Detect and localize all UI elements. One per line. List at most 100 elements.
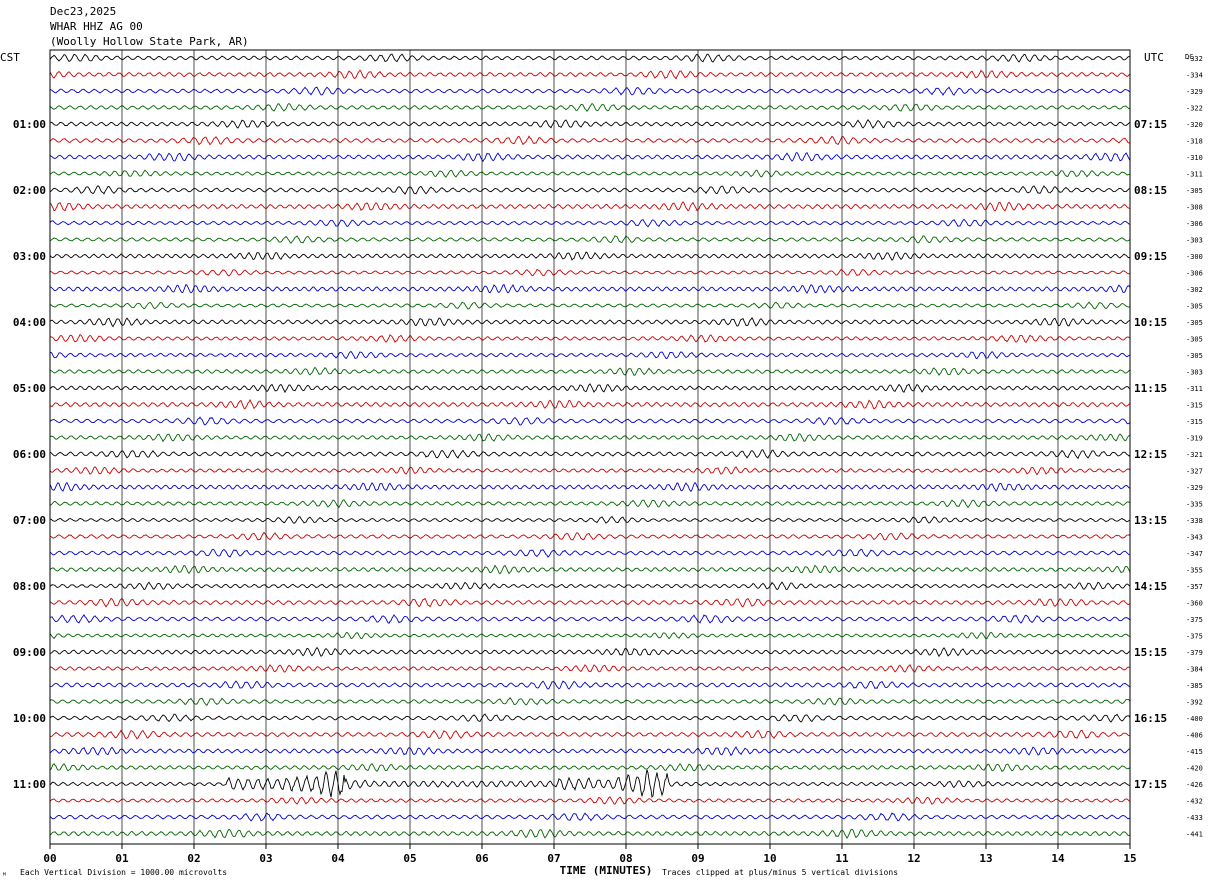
dc-offset-label: -327 bbox=[1186, 468, 1203, 476]
seismic-trace bbox=[49, 762, 1131, 773]
dc-offset-label: -375 bbox=[1186, 616, 1203, 624]
utc-hour-label: 11:15 bbox=[1134, 382, 1167, 395]
x-tick-label: 15 bbox=[1123, 852, 1136, 865]
x-tick-label: 00 bbox=[43, 852, 56, 865]
network-mark: ᴹ bbox=[2, 871, 7, 880]
dc-offset-label: -384 bbox=[1186, 666, 1203, 674]
seismic-trace bbox=[49, 169, 1131, 178]
dc-offset-label: -300 bbox=[1186, 253, 1203, 261]
seismic-trace bbox=[49, 53, 1131, 63]
dc-offset-label: -305 bbox=[1186, 187, 1203, 195]
x-tick-label: 07 bbox=[547, 852, 560, 865]
seismic-trace bbox=[49, 646, 1131, 658]
seismic-trace bbox=[49, 449, 1131, 460]
seismic-trace bbox=[49, 828, 1131, 840]
utc-hour-label: 17:15 bbox=[1134, 778, 1167, 791]
dc-offset-label: -315 bbox=[1186, 402, 1203, 410]
right-timezone-label: UTC bbox=[1144, 51, 1164, 64]
dc-offset-labels: -332 -334 -329 -322 -320 -318 -310 -311 -305 -308… bbox=[1186, 55, 1203, 839]
seismic-trace bbox=[49, 769, 1131, 799]
station-code: WHAR HHZ AG 00 bbox=[50, 20, 143, 33]
cst-hour-label: 07:00 bbox=[13, 514, 46, 527]
dc-offset-label: -321 bbox=[1186, 451, 1203, 459]
seismic-trace bbox=[49, 729, 1131, 740]
dc-offset-label: -305 bbox=[1186, 319, 1203, 327]
dc-offset-label: -400 bbox=[1186, 715, 1203, 723]
dc-offset-label: -375 bbox=[1186, 633, 1203, 641]
cst-hour-label: 08:00 bbox=[13, 580, 46, 593]
plot-date: Dec23,2025 bbox=[50, 5, 117, 18]
cst-hour-label: 11:00 bbox=[13, 778, 46, 791]
plot-frame bbox=[49, 49, 1131, 845]
cst-hour-label: 02:00 bbox=[13, 184, 46, 197]
dc-offset-label: -311 bbox=[1186, 171, 1203, 179]
seismic-trace bbox=[49, 350, 1131, 360]
seismic-trace bbox=[49, 812, 1131, 822]
cst-hour-label: 03:00 bbox=[13, 250, 46, 263]
seismic-trace bbox=[49, 581, 1131, 591]
dc-offset-label: -315 bbox=[1186, 418, 1203, 426]
seismic-trace bbox=[49, 398, 1131, 410]
clip-note: Traces clipped at plus/minus 5 vertical … bbox=[662, 868, 898, 877]
dc-offset-label: -319 bbox=[1186, 435, 1203, 443]
station-location: (Woolly Hollow State Park, AR) bbox=[50, 35, 249, 48]
x-tick-label: 05 bbox=[403, 852, 416, 865]
seismic-trace bbox=[49, 366, 1131, 377]
seismic-trace bbox=[49, 680, 1131, 690]
dc-offset-label: -306 bbox=[1186, 270, 1203, 278]
x-tick-label: 06 bbox=[475, 852, 489, 865]
dc-offset-label: -392 bbox=[1186, 699, 1203, 707]
seismic-trace bbox=[49, 268, 1131, 277]
dc-offset-label: -306 bbox=[1186, 220, 1203, 228]
dc-offset-label: -302 bbox=[1186, 286, 1203, 294]
seismic-trace bbox=[49, 102, 1131, 112]
x-tick-label: 08 bbox=[619, 852, 632, 865]
utc-hour-label: 08:15 bbox=[1134, 184, 1167, 197]
dc-offset-label: -432 bbox=[1186, 798, 1203, 806]
seismic-trace bbox=[49, 317, 1131, 328]
scale-note: Each Vertical Division = 1000.00 microvo… bbox=[20, 868, 227, 877]
dc-offset-label: -441 bbox=[1186, 831, 1203, 839]
seismic-trace bbox=[49, 416, 1131, 426]
seismic-trace bbox=[49, 746, 1131, 757]
dc-offset-label: -334 bbox=[1186, 72, 1203, 80]
dc-offset-label: -415 bbox=[1186, 748, 1203, 756]
dc-offset-label: -379 bbox=[1186, 649, 1203, 657]
trace-group bbox=[49, 53, 1131, 840]
seismic-trace bbox=[49, 796, 1131, 805]
seismic-trace bbox=[49, 433, 1131, 443]
grid-lines bbox=[121, 50, 1059, 844]
seismic-trace bbox=[49, 564, 1131, 575]
utc-hour-label: 09:15 bbox=[1134, 250, 1167, 263]
hour-labels: 01:00 07:15 02:00 08:15 03:00 09:15 04:00 10:15… bbox=[13, 118, 1167, 791]
x-tick-label: 13 bbox=[979, 852, 992, 865]
dc-offset-label: -305 bbox=[1186, 336, 1203, 344]
dc-offset-label: -347 bbox=[1186, 550, 1203, 558]
x-tick-label: 14 bbox=[1051, 852, 1065, 865]
seismic-trace bbox=[49, 86, 1131, 97]
dc-offset-label: -305 bbox=[1186, 352, 1203, 360]
x-axis-title: TIME (MINUTES) bbox=[560, 864, 653, 877]
utc-hour-label: 15:15 bbox=[1134, 646, 1167, 659]
cst-hour-label: 09:00 bbox=[13, 646, 46, 659]
seismic-trace bbox=[49, 235, 1131, 244]
dc-offset-label: -343 bbox=[1186, 534, 1203, 542]
seismic-trace bbox=[49, 597, 1131, 608]
dc-offset-label: -355 bbox=[1186, 567, 1203, 575]
dc-offset-label: -420 bbox=[1186, 765, 1203, 773]
seismic-trace bbox=[49, 515, 1131, 524]
seismic-trace bbox=[49, 713, 1131, 723]
x-tick-label: 11 bbox=[835, 852, 849, 865]
seismic-trace bbox=[49, 151, 1131, 163]
left-timezone-label: CST bbox=[0, 51, 20, 64]
x-tick-label: 04 bbox=[331, 852, 345, 865]
dc-offset-label: -338 bbox=[1186, 517, 1203, 525]
dc-offset-label: -308 bbox=[1186, 204, 1203, 212]
dc-offset-label: -320 bbox=[1186, 121, 1203, 129]
cst-hour-label: 01:00 bbox=[13, 118, 46, 131]
seismic-trace bbox=[49, 697, 1131, 706]
dc-offset-label: -433 bbox=[1186, 814, 1203, 822]
cst-hour-label: 05:00 bbox=[13, 382, 46, 395]
dc-offset-label: -310 bbox=[1186, 154, 1203, 162]
dc-offset-label: -357 bbox=[1186, 583, 1203, 591]
